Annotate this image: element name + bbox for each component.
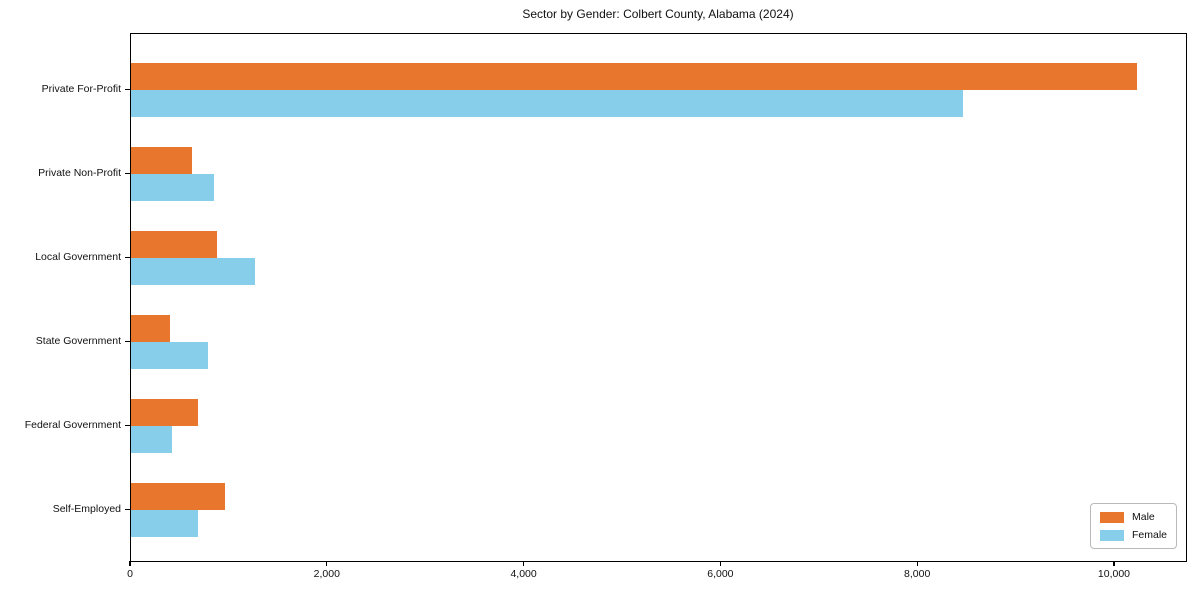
y-tick-3	[125, 341, 130, 343]
x-tick-3	[719, 561, 722, 566]
legend-item-male: Male	[1099, 511, 1167, 523]
bar-male-3	[131, 315, 170, 342]
legend-label-female: Female	[1131, 529, 1167, 541]
legend-item-female: Female	[1099, 529, 1167, 541]
bar-female-1	[131, 174, 215, 201]
category-label-5: Self-Employed	[52, 503, 121, 515]
x-tick-label-1: 2,000	[313, 568, 340, 580]
bar-female-0	[131, 90, 963, 117]
category-label-4: Federal Government	[24, 419, 121, 431]
bar-female-4	[131, 426, 172, 453]
x-tick-label-5: 10,000	[1097, 568, 1131, 580]
x-tick-label-2: 4,000	[510, 568, 537, 580]
bar-female-2	[131, 258, 256, 285]
y-tick-0	[125, 89, 130, 91]
x-tick-label-4: 8,000	[904, 568, 931, 580]
male-swatch	[1099, 511, 1124, 523]
plot-area: Male Female	[130, 33, 1187, 562]
chart-title: Sector by Gender: Colbert County, Alabam…	[522, 7, 794, 21]
y-tick-2	[125, 257, 130, 259]
legend: Male Female	[1089, 503, 1177, 549]
bar-female-5	[131, 510, 198, 537]
x-tick-0	[129, 561, 131, 566]
y-tick-4	[125, 425, 130, 427]
legend-label-male: Male	[1131, 511, 1155, 523]
category-label-3: State Government	[35, 335, 121, 347]
bar-male-0	[131, 63, 1137, 90]
x-tick-2	[522, 561, 525, 566]
x-tick-4	[916, 561, 918, 566]
bar-female-3	[131, 342, 209, 369]
female-swatch	[1099, 529, 1124, 541]
bar-male-5	[131, 483, 225, 510]
bar-male-1	[131, 147, 192, 174]
category-label-1: Private Non-Profit	[38, 167, 121, 179]
y-tick-1	[125, 173, 130, 175]
bar-male-4	[131, 399, 199, 426]
x-tick-1	[326, 561, 328, 566]
x-tick-5	[1113, 561, 1115, 566]
bar-male-2	[131, 231, 217, 258]
x-tick-label-0: 0	[127, 568, 133, 580]
x-tick-label-3: 6,000	[707, 568, 734, 580]
category-label-0: Private For-Profit	[41, 83, 121, 95]
category-label-2: Local Government	[35, 251, 121, 263]
y-tick-5	[125, 509, 130, 511]
